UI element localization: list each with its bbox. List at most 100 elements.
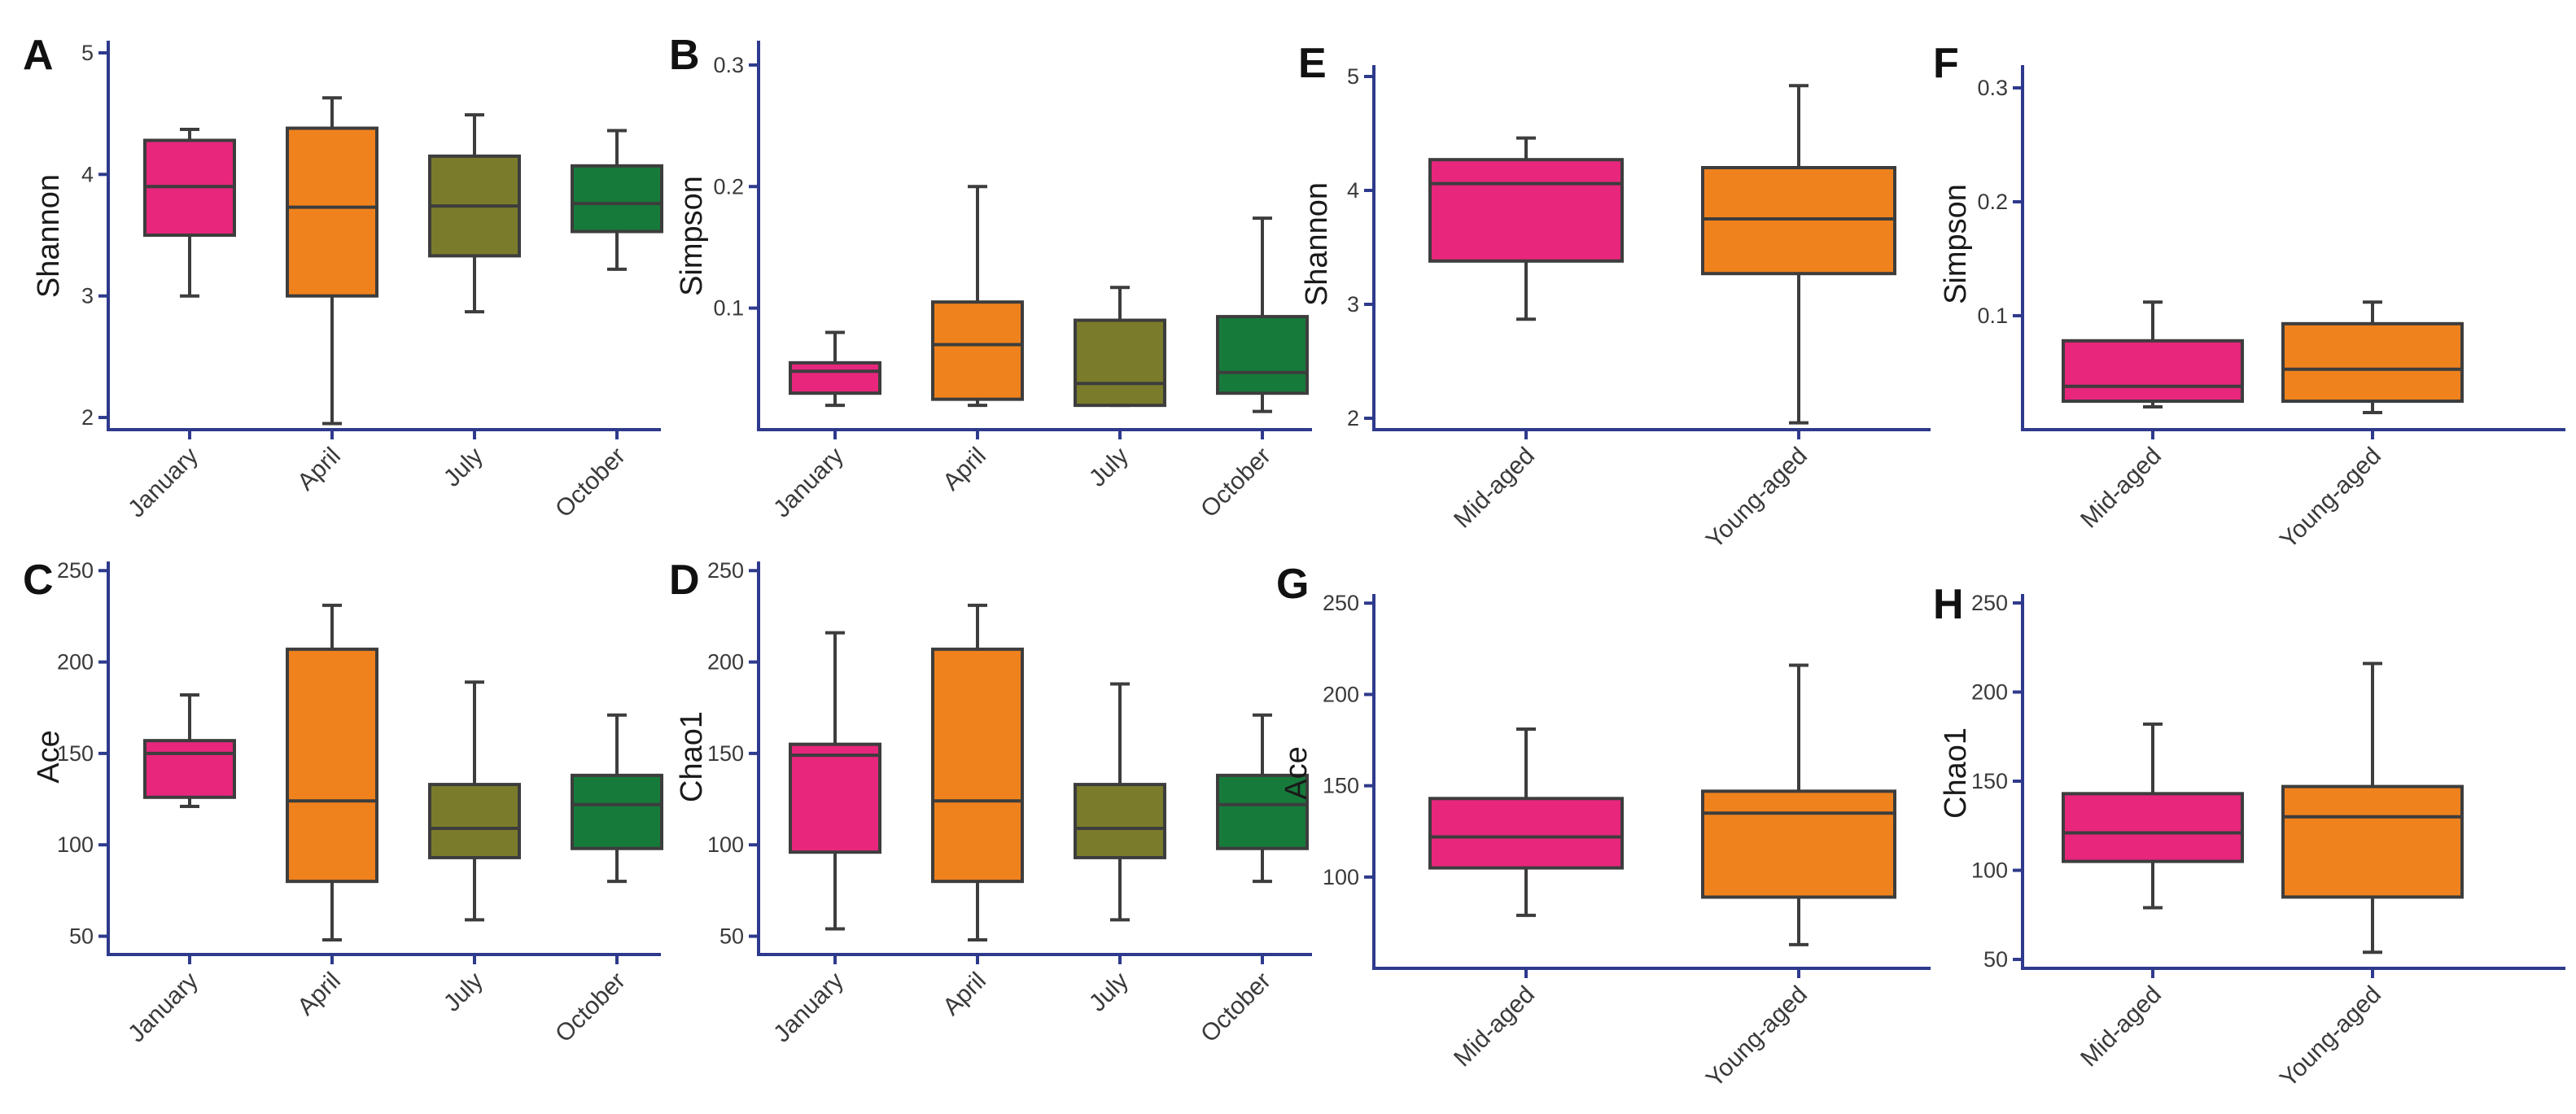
iqr-box — [286, 126, 378, 298]
y-axis-label: Chao1 — [675, 711, 709, 802]
y-tick-label: 100 — [57, 832, 94, 857]
iqr-box — [789, 360, 881, 395]
y-tick-label: 200 — [57, 650, 94, 675]
x-tick-label: July — [1084, 968, 1134, 1017]
iqr-box — [428, 783, 521, 859]
y-tick-label: 150 — [707, 741, 744, 766]
y-tick-label: 200 — [707, 650, 744, 675]
panel-letter: F — [1933, 40, 1959, 87]
y-tick-label: 4 — [81, 162, 94, 186]
y-axis-label: Ace — [1279, 746, 1314, 799]
y-axis-label: Shannon — [1300, 182, 1334, 306]
y-tick-label: 5 — [81, 41, 94, 65]
x-tick-label: Young-aged — [2275, 981, 2386, 1093]
panel-letter: C — [23, 557, 54, 604]
panel-letter: H — [1933, 581, 1964, 628]
x-tick-label: October — [550, 968, 631, 1048]
y-tick-label: 150 — [1971, 769, 2008, 793]
y-axis-label: Simpson — [675, 176, 709, 296]
box-young-aged — [2281, 300, 2464, 414]
y-tick-label: 0.1 — [1977, 304, 2008, 328]
y-tick-label: 250 — [707, 558, 744, 583]
box-april — [931, 185, 1024, 408]
y-tick-label: 100 — [1323, 865, 1359, 889]
x-tick-label: July — [1084, 443, 1134, 492]
iqr-box — [789, 742, 881, 854]
iqr-box — [1428, 158, 1624, 263]
panel-c: C Ace 50 100 150 200 250 January April July Octobe… — [23, 557, 663, 1048]
y-tick-label: 150 — [57, 741, 94, 766]
x-tick-label: April — [292, 443, 346, 496]
box-mid-aged — [2062, 722, 2244, 910]
panel-letter: E — [1298, 40, 1327, 87]
box-april — [286, 96, 378, 426]
x-tick-label: January — [768, 443, 849, 523]
y-axis-label: Ace — [32, 730, 66, 783]
box-mid-aged — [1428, 727, 1624, 917]
y-tick-label: 200 — [1323, 682, 1359, 706]
box-july — [428, 680, 521, 922]
box-april — [286, 603, 378, 942]
x-tick-label: January — [123, 443, 203, 523]
box-october — [1216, 216, 1309, 413]
y-tick-label: 0.1 — [713, 296, 744, 321]
iqr-box — [1216, 315, 1309, 395]
y-tick-label: 50 — [69, 924, 94, 949]
x-tick-label: Mid-aged — [1449, 981, 1540, 1072]
iqr-box — [1074, 783, 1166, 859]
iqr-box — [143, 739, 236, 799]
box-april — [931, 603, 1024, 942]
box-mid-aged — [2062, 300, 2244, 408]
x-tick-label: Young-aged — [1701, 981, 1813, 1093]
y-tick-label: 50 — [719, 924, 744, 949]
box-july — [1074, 286, 1166, 408]
x-tick-label: Young-aged — [2275, 443, 2386, 554]
box-young-aged — [2281, 662, 2464, 955]
y-tick-label: 3 — [81, 284, 94, 308]
panel-h: H Chao1 50 100 150 200 250 Mid-aged Young-aged — [1933, 581, 2565, 1093]
y-axis-label: Chao1 — [1939, 727, 1973, 819]
x-tick-label: Young-aged — [1701, 443, 1813, 554]
iqr-box — [571, 773, 663, 850]
y-tick-label: 100 — [1971, 858, 2008, 883]
x-tick-label: January — [768, 968, 849, 1048]
iqr-box — [1701, 789, 1896, 899]
y-tick-label: 250 — [1323, 591, 1359, 615]
iqr-box — [1428, 797, 1624, 870]
x-tick-label: October — [550, 443, 631, 523]
y-tick-label: 2 — [1347, 406, 1359, 430]
iqr-box — [1074, 318, 1166, 408]
box-young-aged — [1701, 663, 1896, 946]
box-july — [1074, 682, 1166, 922]
panel-d: D Chao1 50 100 150 200 250 January April July Octo… — [669, 557, 1312, 1047]
x-tick-label: July — [439, 443, 488, 492]
panel-g: G Ace 100 150 200 250 Mid-aged Young-aged — [1276, 561, 1931, 1093]
box-mid-aged — [1428, 136, 1624, 321]
box-january — [789, 330, 881, 408]
y-tick-label: 4 — [1347, 178, 1359, 203]
y-tick-label: 0.2 — [1977, 190, 2008, 214]
iqr-box — [286, 647, 378, 884]
panel-letter: A — [23, 32, 54, 79]
box-january — [143, 692, 236, 809]
box-october — [571, 129, 663, 271]
y-tick-label: 2 — [81, 405, 94, 430]
iqr-box — [2062, 339, 2244, 403]
y-tick-label: 100 — [707, 832, 744, 857]
x-tick-label: October — [1196, 968, 1276, 1048]
y-axis-label: Simpson — [1939, 184, 1973, 304]
box-october — [1216, 713, 1309, 884]
x-tick-label: July — [439, 968, 488, 1017]
x-tick-label: April — [292, 968, 346, 1021]
panel-a: A Shannon 2 3 4 5 January April July October — [23, 32, 663, 523]
panel-letter: G — [1276, 561, 1309, 608]
x-tick-label: Mid-aged — [2075, 443, 2167, 534]
x-tick-label: April — [938, 443, 991, 496]
y-tick-label: 150 — [1323, 774, 1359, 798]
box-january — [789, 631, 881, 931]
x-tick-label: January — [123, 968, 203, 1048]
panel-letter: B — [669, 32, 700, 79]
